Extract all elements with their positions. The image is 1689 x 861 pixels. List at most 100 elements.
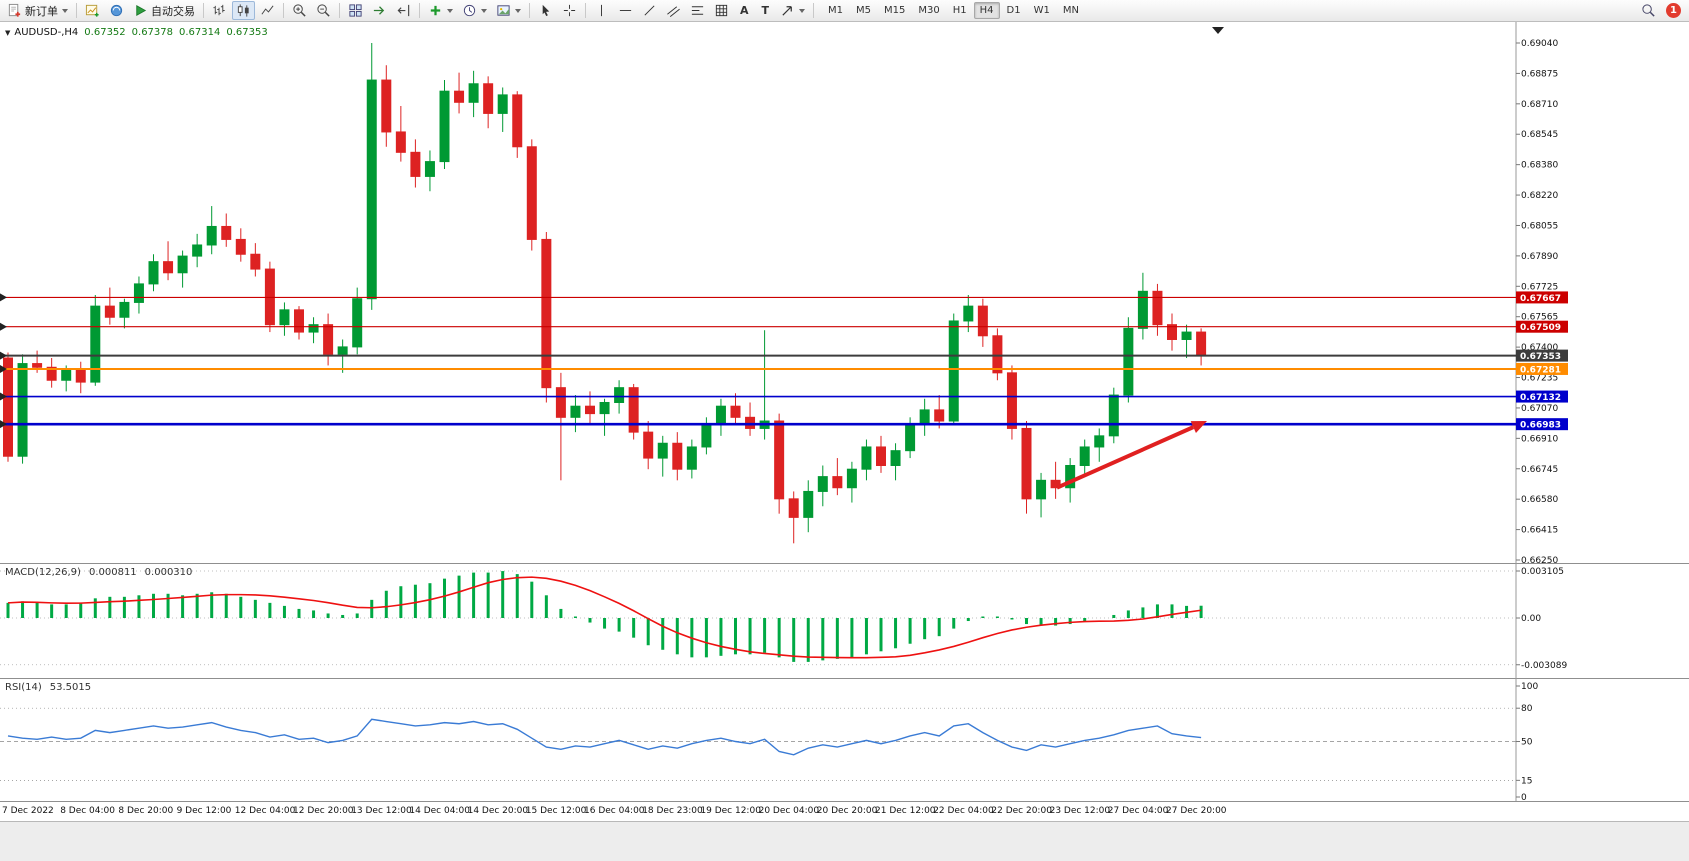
rsi-axis-label: 15 [1521,776,1532,786]
search-button[interactable] [1637,1,1660,20]
candlestick-chart[interactable]: 0.69040 0.68875 0.68710 0.68545 0.68380 0.682… [0,22,1689,563]
line-left-handle[interactable] [0,293,7,302]
candle [395,131,406,153]
line-left-handle[interactable] [0,364,7,373]
trend-arrow[interactable] [1056,425,1195,490]
horizontal-line-button[interactable] [614,1,637,20]
periods-button[interactable] [458,1,491,20]
candle [235,238,246,255]
zoom-in-button[interactable] [288,1,311,20]
timeframe-m5-button[interactable]: M5 [856,5,872,16]
price-chart-panel[interactable]: ▼ AUDUSD-,H4 0.67352 0.67378 0.67314 0.6… [0,22,1689,563]
new-chart-icon [85,4,99,17]
notification-badge[interactable]: 1 [1666,3,1681,18]
macd-chart[interactable]: 0.003105 0.00 -0.003089 [0,563,1689,678]
cursor-button[interactable] [534,1,557,20]
channel-button[interactable] [662,1,685,20]
timeframe-w1-button[interactable]: W1 [1033,5,1050,16]
candle [599,401,610,415]
line-left-handle[interactable] [0,392,7,401]
text-tool-button[interactable]: A [734,1,755,20]
timeframe-h4-button[interactable]: H4 [973,2,1000,19]
bar-chart-button[interactable] [208,1,231,20]
vertical-line-icon [601,4,602,17]
candle [424,161,435,177]
time-axis-label: 22 Dec 20:00 [991,806,1052,816]
candle [1079,446,1090,466]
time-axis-label: 22 Dec 04:00 [933,806,994,816]
new-order-button[interactable]: 新订单 [3,1,72,20]
price-axis-label: 0.66910 [1521,434,1558,444]
macd-axis-label: 0.00 [1521,614,1541,624]
timeframe-mn-button[interactable]: MN [1062,5,1079,16]
candle [206,225,217,246]
candlestick-chart-button[interactable] [232,1,255,20]
price-axis-label: 0.67400 [1521,343,1558,353]
candle [512,94,523,148]
time-axis-label: 23 Dec 12:00 [1049,806,1111,816]
templates-button[interactable] [492,1,525,20]
autotrading-button[interactable]: 自动交易 [129,1,199,20]
new-chart-button[interactable] [81,1,104,20]
line-chart-button[interactable] [256,1,279,20]
profiles-button[interactable] [105,1,128,20]
equidistant-channel-icon [667,6,680,17]
autotrading-icon [136,5,147,16]
candle [934,409,945,422]
candle [1094,435,1105,448]
trendline-button[interactable] [638,1,661,20]
timeframe-m30-button[interactable]: M30 [918,5,940,16]
vertical-line-button[interactable] [590,1,613,20]
price-axis-label: 0.67235 [1521,374,1558,384]
macd-axis-label: -0.003089 [1521,661,1567,671]
shapes-grid-icon [715,4,728,17]
candle [90,305,101,383]
text-label-tool-label: T [761,4,770,17]
time-axis-label: 8 Dec 04:00 [60,806,115,816]
timeframe-h1-button[interactable]: H1 [952,5,967,16]
resistance-lower-price-tag-label: 0.67509 [1520,323,1561,333]
fibonacci-button[interactable] [686,1,709,20]
arrows-tool-button[interactable] [776,1,809,20]
rsi-chart[interactable]: 100 80 50 15 0 [0,678,1689,801]
timeframe-m15-button[interactable]: M15 [884,5,906,16]
candle [192,244,203,257]
chart-shift-marker[interactable] [1212,27,1224,34]
price-axis-label: 0.67070 [1521,404,1558,414]
candle [1036,479,1047,500]
price-axis-label: 0.68875 [1521,69,1558,79]
candle [75,368,86,383]
time-axis-label: 18 Dec 23:00 [642,806,703,816]
candle [701,424,712,448]
candle [454,90,465,103]
time-axis-label: 27 Dec 20:00 [1166,806,1227,816]
timeframe-m1-button[interactable]: M1 [828,5,844,16]
line-left-handle[interactable] [0,351,7,360]
chart-shift-button[interactable] [392,1,415,20]
rsi-panel[interactable]: RSI(14) 53.5015 100 80 50 15 0 [0,678,1689,801]
rsi-line [7,718,1202,756]
zoom-out-button[interactable] [312,1,335,20]
time-axis[interactable]: 7 Dec 2022 8 Dec 04:00 8 Dec 20:00 9 Dec 12… [0,801,1689,821]
rsi-axis-label: 0 [1521,793,1527,801]
candle [1167,324,1177,340]
auto-scroll-button[interactable] [368,1,391,20]
candle [1065,464,1076,489]
macd-panel[interactable]: MACD(12,26,9) 0.000811 0.000310 0.003105… [0,563,1689,678]
shapes-button[interactable] [710,1,733,20]
line-left-handle[interactable] [0,322,7,331]
timeframe-d1-button[interactable]: D1 [1006,5,1021,16]
crosshair-button[interactable] [558,1,581,20]
line-left-handle[interactable] [0,420,7,429]
indicators-button[interactable] [424,1,457,20]
tile-windows-button[interactable] [344,1,367,20]
chevron-down-icon [515,8,521,13]
text-label-tool-button[interactable]: T [756,1,776,20]
candle [439,90,450,163]
toolbar-separator [76,3,77,18]
candle [1108,394,1119,437]
price-axis-label: 0.67725 [1521,282,1558,292]
candle [555,387,566,418]
toolbar: 新订单 自动交易 [0,0,1689,22]
candle [61,368,72,381]
